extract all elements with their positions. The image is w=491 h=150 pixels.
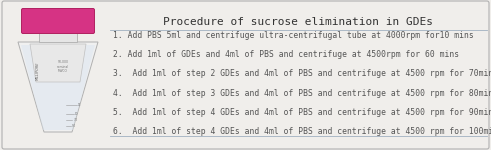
Bar bbox=[39, 32, 77, 42]
Text: 5.0: 5.0 bbox=[72, 124, 76, 128]
Polygon shape bbox=[30, 44, 86, 82]
Text: 3.  Add 1ml of step 2 GDEs and 4ml of PBS and centrifuge at 4500 rpm for 70mins: 3. Add 1ml of step 2 GDEs and 4ml of PBS… bbox=[113, 69, 491, 78]
Text: 2. Add 1ml of GDEs and 4ml of PBS and centrifuge at 4500rpm for 60 mins: 2. Add 1ml of GDEs and 4ml of PBS and ce… bbox=[113, 50, 459, 59]
Text: 7.5: 7.5 bbox=[73, 118, 78, 122]
Polygon shape bbox=[18, 42, 98, 132]
Text: 6.  Add 1ml of step 4 GDEs and 4ml of PBS and centrifuge at 4500 rpm for 100mins: 6. Add 1ml of step 4 GDEs and 4ml of PBS… bbox=[113, 128, 491, 136]
Text: MILLIPORE: MILLIPORE bbox=[36, 62, 40, 81]
Text: 1. Add PBS 5ml and centrifuge ultra-centrifugal tube at 4000rpm for10 mins: 1. Add PBS 5ml and centrifuge ultra-cent… bbox=[113, 30, 474, 39]
FancyBboxPatch shape bbox=[22, 9, 94, 33]
Text: 4.  Add 1ml of step 3 GDEs and 4ml of PBS and centrifuge at 4500 rpm for 80mins: 4. Add 1ml of step 3 GDEs and 4ml of PBS… bbox=[113, 89, 491, 98]
FancyBboxPatch shape bbox=[2, 1, 489, 149]
Text: 10: 10 bbox=[75, 112, 79, 116]
Polygon shape bbox=[21, 45, 95, 130]
Text: 5.  Add 1ml of step 4 GDEs and 4ml of PBS and centrifuge at 4500 rpm for 90mins: 5. Add 1ml of step 4 GDEs and 4ml of PBS… bbox=[113, 108, 491, 117]
Text: Procedure of sucrose elimination in GDEs: Procedure of sucrose elimination in GDEs bbox=[163, 17, 433, 27]
Text: 50,000
nominal
MWCO: 50,000 nominal MWCO bbox=[57, 60, 69, 73]
Text: 15: 15 bbox=[78, 103, 81, 107]
